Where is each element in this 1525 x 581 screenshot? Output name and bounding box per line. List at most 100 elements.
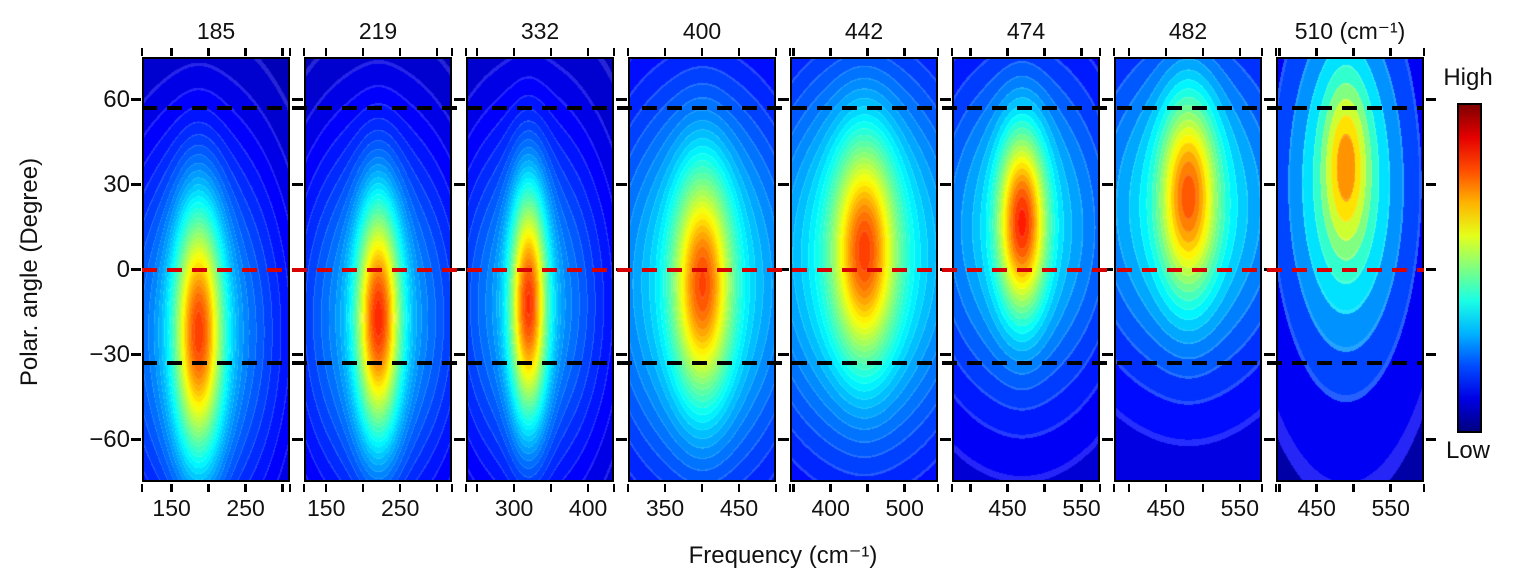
y-tick-mark [130, 268, 141, 271]
x-tick-mark [1080, 47, 1083, 56]
x-tick-mark [612, 483, 616, 492]
contour-heatmap [1114, 57, 1262, 482]
x-tick-mark [1238, 483, 1242, 492]
x-tick-mark [903, 483, 906, 492]
x-tick-mark [1422, 47, 1426, 56]
y-tick-mark [1102, 353, 1113, 356]
x-tick-label: 450 [719, 495, 759, 521]
x-tick-mark [244, 47, 247, 56]
y-tick-mark [454, 353, 465, 356]
x-tick-mark [774, 483, 778, 492]
y-tick-mark [616, 98, 627, 101]
y-tick-mark [940, 353, 951, 356]
x-tick-mark [450, 483, 454, 492]
x-tick-mark [361, 483, 365, 492]
x-tick-mark [1315, 47, 1318, 56]
y-tick-mark [292, 183, 303, 186]
x-tick-mark [969, 483, 972, 492]
x-tick-mark [950, 483, 954, 492]
x-tick-mark [1352, 483, 1355, 492]
x-tick-label: 550 [1220, 495, 1259, 521]
x-tick-mark [140, 483, 144, 492]
contour-heatmap [628, 57, 776, 482]
x-tick-mark [207, 483, 210, 492]
x-tick-label: 500 [885, 495, 924, 521]
y-tick-mark [1425, 353, 1436, 356]
y-tick-mark [130, 353, 141, 356]
y-tick-mark [1102, 438, 1113, 441]
x-tick-mark [324, 47, 328, 56]
panels-row: 185 150 250 219 150 250 332 300 400 400 350… [130, 18, 1436, 521]
x-tick-mark [1278, 483, 1281, 492]
panel-title: 442 [844, 18, 884, 44]
x-tick-mark [549, 483, 553, 492]
y-tick-mark [1102, 268, 1113, 271]
y-tick-mark [292, 438, 303, 441]
x-tick-mark [170, 47, 173, 56]
x-tick-mark [207, 47, 210, 56]
contour-heatmap [952, 57, 1100, 482]
x-tick-mark [1352, 47, 1355, 56]
x-tick-mark [1127, 483, 1131, 492]
contour-panel: 474 450 550 [940, 18, 1112, 521]
x-tick-mark [936, 483, 940, 492]
x-tick-mark [1043, 47, 1046, 56]
x-tick-mark [936, 47, 940, 56]
x-tick-mark [737, 483, 741, 492]
contour-panel: 482 450 550 [1102, 18, 1274, 521]
x-tick-mark [1238, 47, 1242, 56]
x-tick-label: 250 [381, 495, 420, 521]
x-tick-mark [1389, 483, 1392, 492]
y-tick-mark [292, 353, 303, 356]
y-tick-mark [1425, 98, 1436, 101]
y-tick-mark [292, 98, 303, 101]
y-tick-mark [1425, 183, 1436, 186]
x-tick-mark [1006, 47, 1009, 56]
x-tick-mark [450, 47, 454, 56]
x-tick-mark [1043, 483, 1046, 492]
y-tick-mark [292, 268, 303, 271]
y-tick-label: 30 [103, 170, 130, 198]
x-tick-label: 250 [226, 495, 265, 521]
contour-heatmap [466, 57, 614, 482]
y-tick-mark [778, 183, 789, 186]
x-tick-mark [398, 47, 402, 56]
y-tick-mark [616, 353, 627, 356]
x-tick-mark [788, 47, 792, 56]
x-tick-mark [586, 47, 590, 56]
x-tick-label: 400 [568, 495, 608, 521]
x-tick-mark [774, 47, 778, 56]
x-tick-mark [140, 47, 144, 56]
contour-heatmap [1276, 57, 1424, 482]
x-tick-mark [829, 47, 832, 56]
y-tick-mark [778, 353, 789, 356]
x-tick-mark [475, 47, 479, 56]
x-tick-mark [1127, 47, 1131, 56]
x-tick-mark [1164, 47, 1168, 56]
y-tick-mark [130, 98, 141, 101]
x-tick-mark [866, 483, 869, 492]
x-tick-mark [969, 47, 972, 56]
x-tick-mark [700, 483, 704, 492]
y-tick-label: 0 [116, 255, 130, 283]
contour-heatmap [304, 57, 452, 482]
y-tick-mark [454, 183, 465, 186]
colorbar [1457, 103, 1482, 433]
contour-heatmap [790, 57, 938, 482]
x-tick-mark [792, 483, 795, 492]
x-tick-mark [1422, 483, 1426, 492]
x-tick-mark [281, 483, 284, 492]
x-tick-mark [435, 483, 439, 492]
x-tick-mark [1201, 47, 1205, 56]
y-tick-label: −60 [89, 425, 130, 453]
x-tick-mark [512, 483, 516, 492]
colorbar-high-label: High [1443, 64, 1493, 91]
panel-title: 474 [1006, 18, 1046, 44]
x-tick-mark [1260, 47, 1264, 56]
x-tick-mark [1260, 483, 1264, 492]
x-tick-label: 550 [1062, 495, 1101, 521]
y-tick-mark [1264, 268, 1275, 271]
x-tick-mark [737, 47, 741, 56]
panel-title: 482 [1168, 18, 1208, 44]
x-tick-mark [829, 483, 832, 492]
